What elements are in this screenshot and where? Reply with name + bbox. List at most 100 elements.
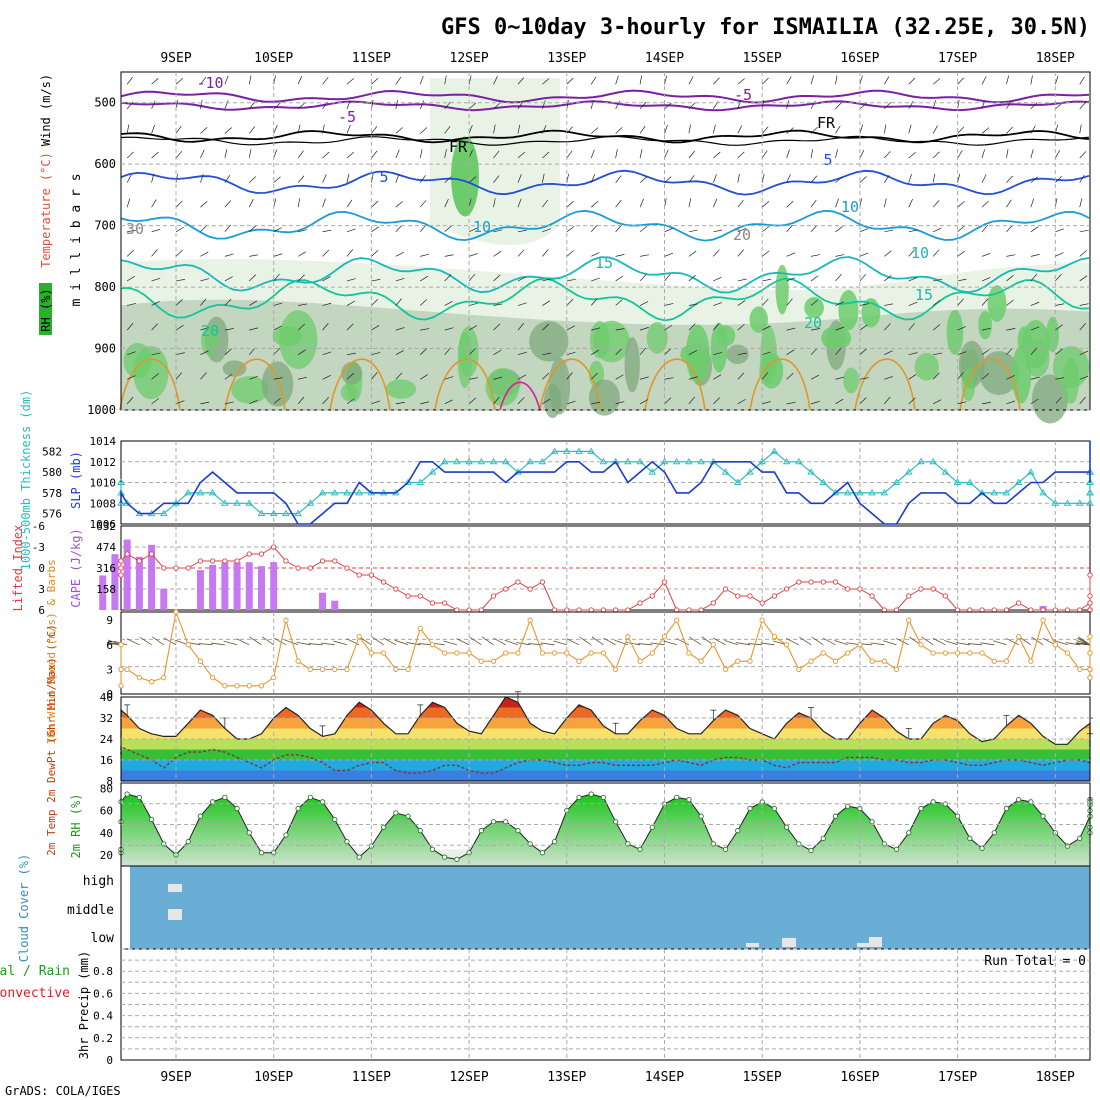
wind-barb (322, 374, 331, 380)
wind-barb (957, 201, 965, 208)
thickness-tick-label: 582 (42, 445, 62, 458)
wind-barb (298, 376, 307, 380)
thickness-point (868, 489, 876, 496)
wind-barb (273, 377, 283, 380)
wind-barb (1006, 175, 1013, 183)
wind-barb (859, 102, 868, 110)
wind-speed-point (405, 666, 411, 673)
wind-barb (786, 200, 794, 208)
lifted-index-point (258, 551, 265, 557)
thickness-point (428, 468, 437, 475)
wind-barb (884, 376, 893, 380)
wind-barb (1055, 176, 1062, 183)
thickness-point (159, 509, 168, 517)
wind-barb (1030, 125, 1036, 134)
surface-wind-barb (308, 643, 323, 646)
wind-barb (126, 249, 134, 257)
wind-barb (297, 274, 305, 282)
wind-barb (932, 78, 941, 85)
2m-rh-point (991, 830, 997, 836)
wind-barb (1055, 348, 1063, 355)
wind-barb (737, 399, 746, 405)
wind-barb (420, 275, 429, 282)
surface-wind-barb (736, 642, 751, 646)
wind-barb (1030, 149, 1034, 159)
2m-dewpoint-line (120, 745, 1091, 774)
cloud-bars (168, 884, 882, 947)
surface-wind-barb (883, 640, 897, 646)
wind-barb (175, 372, 183, 380)
temperature-contour-label: 5 (823, 151, 832, 169)
thickness-point (196, 489, 205, 496)
wind-barb (151, 373, 159, 380)
wind-speed-point (857, 642, 863, 648)
surface-wind-barb (210, 642, 225, 646)
wind-barb (224, 348, 232, 355)
thickness-point (856, 489, 864, 496)
pressure-tick-label: 600 (94, 157, 116, 171)
wind-barb (542, 78, 550, 85)
pressure-tick-label: 700 (94, 219, 116, 233)
wind-barb (468, 397, 477, 405)
wind-barb (468, 325, 478, 331)
thickness-point (526, 457, 534, 465)
rh-blob (646, 322, 668, 354)
2m-rh-point (454, 856, 460, 863)
surface-wind-barb (481, 636, 494, 646)
wind-speed-point (698, 658, 704, 664)
wind-barb (346, 373, 354, 380)
rh-tick-label: 40 (100, 827, 113, 840)
thickness-point (978, 489, 986, 496)
wind-barb (444, 75, 447, 85)
precip-legend-convective: Convective (0, 986, 70, 1001)
cloud-bar-low (869, 937, 882, 947)
lifted-index-point (307, 565, 313, 571)
cloud-bar-low (746, 943, 759, 947)
wind-barb (395, 298, 402, 306)
wind-barb (591, 327, 601, 331)
wind-barb (200, 326, 210, 331)
temp-band (121, 687, 1090, 698)
slp-tick-label: 1006 (90, 518, 117, 531)
wind-barb (932, 173, 936, 183)
wind-speed-point (527, 617, 533, 623)
wind-barb (615, 100, 620, 110)
rh-tick-label: 20 (100, 849, 113, 862)
date-label-bottom: 12SEP (450, 1070, 489, 1085)
temp-contour-35 (499, 381, 541, 411)
temp-tick-label: 8 (106, 775, 113, 788)
thickness-point (306, 499, 315, 506)
wind-speed-point (881, 658, 887, 664)
wind-barb (786, 224, 793, 233)
wind-barb (615, 75, 619, 85)
wind-barb (1079, 76, 1085, 85)
precip-legend-total: Total / Rain (0, 964, 70, 979)
precip-tick-label: 0 (106, 1054, 113, 1067)
wind-barb (859, 397, 867, 405)
wind-barb (248, 199, 254, 208)
wind-barb (664, 397, 672, 405)
wind-barb (737, 300, 746, 306)
wind-speed-point (832, 658, 839, 664)
thickness-point (941, 468, 950, 475)
thickness-point (1063, 499, 1072, 506)
temp-contour-30 (224, 358, 286, 411)
2m-rh-point (893, 846, 900, 853)
wind-barb (835, 125, 841, 134)
wind-barb (737, 100, 741, 109)
temperature-contour-label: 20 (201, 322, 219, 340)
wind-barb (249, 375, 258, 380)
wind-barb (566, 372, 573, 380)
2m-rh-point (967, 835, 973, 841)
wind-barb (981, 174, 987, 183)
wind-barb (420, 348, 428, 355)
wind-barb (175, 226, 184, 233)
wind-barb (688, 323, 696, 331)
cape-bar (245, 562, 253, 610)
temp-contour-30 (539, 358, 601, 411)
wind-barb (590, 224, 598, 233)
wind-barb (566, 77, 574, 85)
lifted-index-point (417, 593, 423, 599)
wind-barb (517, 249, 525, 257)
temp-band (121, 760, 1090, 771)
